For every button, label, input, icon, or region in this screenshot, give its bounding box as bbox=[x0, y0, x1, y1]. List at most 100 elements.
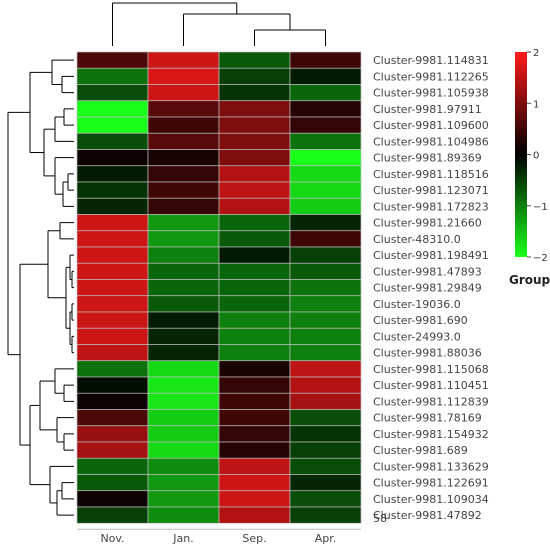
heatmap-cell bbox=[218, 51, 291, 69]
heatmap-cell bbox=[218, 409, 291, 427]
row-label: Cluster-9981.105938 bbox=[373, 87, 489, 100]
heatmap-cell bbox=[147, 67, 220, 85]
heatmap-cell bbox=[218, 246, 291, 264]
heatmap-cell bbox=[147, 84, 220, 102]
heatmap-cell bbox=[218, 149, 291, 167]
heatmap-cell bbox=[289, 344, 362, 362]
row-label: Cluster-9981.690 bbox=[373, 314, 468, 327]
row-label: Cluster-9981.112839 bbox=[373, 395, 489, 408]
heatmap-cell bbox=[147, 360, 220, 378]
heatmap-cell bbox=[218, 197, 291, 215]
heatmap-cell bbox=[76, 506, 149, 524]
heatmap-cell bbox=[147, 392, 220, 410]
heatmap-cells bbox=[76, 51, 362, 530]
legend-tick-label: −2 bbox=[533, 253, 548, 264]
legend-tick-label: 0 bbox=[533, 151, 539, 162]
heatmap-cell bbox=[218, 84, 291, 102]
heatmap-cell bbox=[218, 100, 291, 118]
heatmap-cell bbox=[76, 409, 149, 427]
heatmap-cell bbox=[147, 51, 220, 69]
heatmap-cell bbox=[76, 425, 149, 443]
column-label: Apr. bbox=[315, 532, 337, 545]
heatmap-cell bbox=[76, 149, 149, 167]
heatmap-cell bbox=[76, 344, 149, 362]
legend-tick-label: 2 bbox=[533, 48, 539, 59]
heatmap-cell bbox=[289, 441, 362, 459]
heatmap-cell bbox=[289, 197, 362, 215]
row-label: Cluster-9981.122691 bbox=[373, 477, 489, 490]
heatmap-cell bbox=[76, 311, 149, 329]
heatmap-cell bbox=[218, 376, 291, 394]
heatmap-cell bbox=[147, 132, 220, 150]
row-label: Cluster-9981.104986 bbox=[373, 135, 489, 148]
row-label: Cluster-9981.123071 bbox=[373, 184, 489, 197]
row-label: Cluster-9981.47893 bbox=[373, 265, 482, 278]
heatmap-cell bbox=[147, 279, 220, 297]
row-label: Cluster-9981.88036 bbox=[373, 347, 482, 360]
heatmap-cell bbox=[218, 279, 291, 297]
heatmap-cell bbox=[147, 197, 220, 215]
heatmap-cell bbox=[289, 262, 362, 280]
heatmap-cell bbox=[76, 262, 149, 280]
heatmap-cell bbox=[289, 149, 362, 167]
legend-title: Group bbox=[509, 273, 550, 287]
heatmap-cell bbox=[218, 181, 291, 199]
row-label: Cluster-19036.0 bbox=[373, 298, 461, 311]
row-label: Cluster-48310.0 bbox=[373, 233, 461, 246]
heatmap-cell bbox=[289, 100, 362, 118]
heatmap-cell bbox=[76, 132, 149, 150]
heatmap-cell bbox=[76, 490, 149, 508]
heatmap-cell bbox=[76, 246, 149, 264]
heatmap-cell bbox=[289, 392, 362, 410]
heatmap-cell bbox=[289, 409, 362, 427]
heatmap-cell bbox=[218, 457, 291, 475]
column-dendrogram bbox=[112, 2, 326, 46]
row-label: Cluster-9981.198491 bbox=[373, 249, 489, 262]
heatmap-cell bbox=[218, 165, 291, 183]
heatmap-cell bbox=[289, 327, 362, 345]
row-label: Cluster-9981.115068 bbox=[373, 363, 489, 376]
heatmap-cell bbox=[147, 100, 220, 118]
heatmap-cell bbox=[147, 230, 220, 248]
row-label: Cluster-9981.133629 bbox=[373, 460, 489, 473]
column-label: Nov. bbox=[100, 532, 124, 545]
heatmap-cell bbox=[289, 214, 362, 232]
heatmap-cell bbox=[289, 230, 362, 248]
legend-tick-label: −1 bbox=[533, 202, 548, 213]
heatmap-cell bbox=[76, 230, 149, 248]
row-label: Cluster-9981.114831 bbox=[373, 54, 489, 67]
row-label: Cluster-24993.0 bbox=[373, 330, 461, 343]
heatmap-cell bbox=[289, 84, 362, 102]
heatmap-cell bbox=[76, 165, 149, 183]
heatmap-cell bbox=[76, 376, 149, 394]
heatmap-cell bbox=[218, 116, 291, 134]
heatmap-cell bbox=[289, 67, 362, 85]
legend-tick-label: 1 bbox=[533, 99, 539, 110]
heatmap-cell bbox=[76, 51, 149, 69]
heatmap-cell bbox=[289, 132, 362, 150]
heatmap-cell bbox=[289, 116, 362, 134]
heatmap-cell bbox=[76, 197, 149, 215]
heatmap-cell bbox=[289, 457, 362, 475]
heatmap-cell bbox=[147, 344, 220, 362]
heatmap-cell bbox=[218, 344, 291, 362]
heatmap-cell bbox=[147, 181, 220, 199]
heatmap-cell bbox=[76, 214, 149, 232]
heatmap-cell bbox=[76, 457, 149, 475]
heatmap-cell bbox=[147, 262, 220, 280]
heatmap-cell bbox=[76, 67, 149, 85]
heatmap-cell bbox=[76, 441, 149, 459]
heatmap-cell bbox=[76, 181, 149, 199]
heatmap-cell bbox=[289, 474, 362, 492]
heatmap-cell bbox=[289, 165, 362, 183]
row-label: Cluster-9981.47892 bbox=[373, 509, 482, 522]
extra-row-label: 58 bbox=[373, 512, 387, 525]
column-labels: Nov. Jan. Sep. Apr. bbox=[100, 532, 336, 545]
color-legend: 2 1 0 −1 −2 Group bbox=[509, 48, 550, 287]
heatmap-cell bbox=[218, 132, 291, 150]
heatmap-cell bbox=[76, 100, 149, 118]
heatmap-cell bbox=[147, 214, 220, 232]
column-label: Sep. bbox=[242, 532, 266, 545]
heatmap-cell bbox=[218, 474, 291, 492]
heatmap-cell bbox=[289, 506, 362, 524]
